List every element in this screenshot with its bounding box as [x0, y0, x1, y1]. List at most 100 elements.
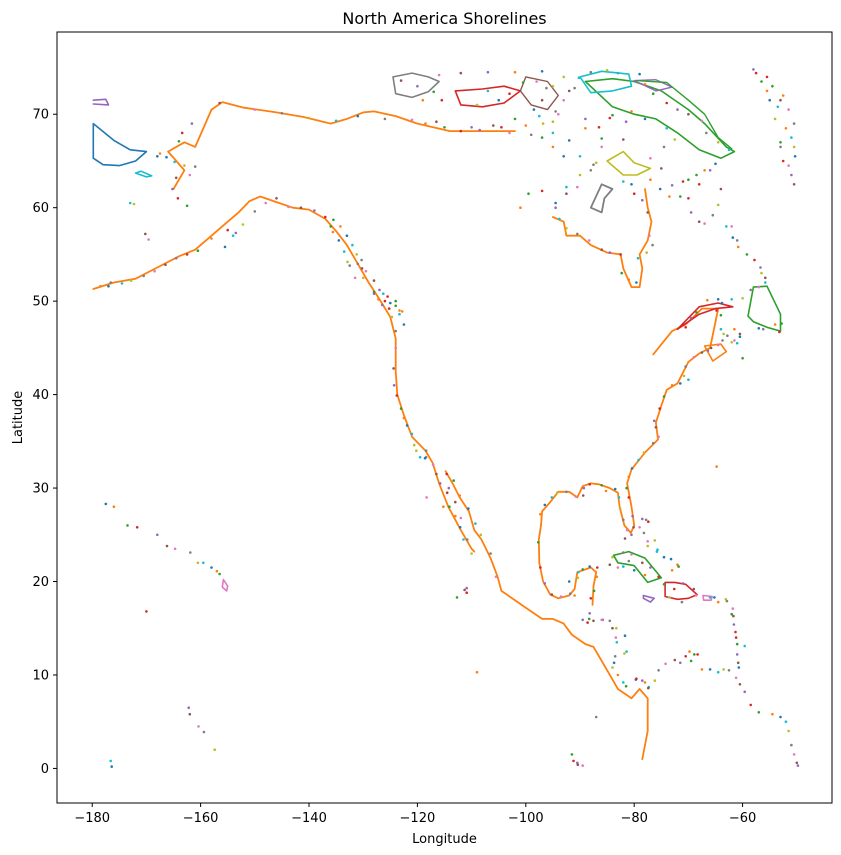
- island-point: [630, 533, 633, 537]
- island-point: [655, 550, 659, 553]
- island-point: [625, 486, 628, 490]
- island-point: [562, 98, 565, 102]
- island-point: [437, 73, 441, 77]
- island-point: [142, 274, 145, 278]
- island-point: [761, 327, 765, 331]
- island-point: [643, 573, 647, 577]
- island-point: [383, 299, 387, 303]
- island-point: [99, 284, 102, 288]
- island-point: [645, 251, 648, 254]
- island-point: [597, 126, 601, 129]
- island-point: [735, 642, 739, 646]
- island-point: [687, 178, 690, 181]
- island-point: [608, 116, 612, 120]
- island-point: [445, 491, 449, 495]
- island-point: [129, 279, 133, 282]
- island-point: [448, 505, 451, 509]
- island-point: [796, 764, 800, 767]
- island-point: [660, 167, 663, 170]
- island-point: [538, 114, 541, 118]
- shoreline-series-15: [636, 79, 733, 150]
- island-point: [596, 566, 599, 569]
- island-point: [565, 192, 568, 195]
- island-point: [627, 475, 631, 479]
- island-point: [586, 621, 589, 624]
- island-point: [682, 374, 686, 378]
- island-point: [539, 512, 542, 516]
- island-point: [445, 472, 449, 476]
- island-point: [562, 75, 565, 79]
- island-point: [380, 303, 384, 307]
- shoreline-series-18: [92, 98, 110, 106]
- island-point: [749, 288, 752, 292]
- shoreline-series-17: [134, 170, 153, 178]
- island-point: [741, 297, 744, 300]
- island-point: [280, 112, 284, 115]
- island-point: [733, 327, 736, 331]
- island-point: [638, 526, 641, 529]
- island-point: [779, 98, 782, 102]
- island-point: [611, 555, 614, 559]
- island-point: [694, 594, 698, 597]
- island-point: [424, 122, 427, 125]
- island-point: [551, 145, 555, 149]
- island-point: [592, 619, 595, 623]
- island-point: [670, 384, 674, 387]
- island-point: [188, 712, 192, 716]
- shoreline-series-26: [702, 594, 713, 601]
- shoreline-series-16: [92, 122, 148, 167]
- island-point: [624, 684, 628, 688]
- island-point: [577, 76, 581, 80]
- island-point: [202, 561, 205, 565]
- island-point: [508, 131, 511, 135]
- island-point: [174, 256, 178, 260]
- island-point: [454, 500, 457, 504]
- island-point: [535, 80, 538, 83]
- island-point: [706, 349, 710, 353]
- island-point: [625, 650, 628, 653]
- island-point: [771, 84, 774, 88]
- island-point: [423, 456, 427, 460]
- island-point: [164, 263, 167, 267]
- island-point: [398, 309, 401, 312]
- island-point: [647, 520, 650, 523]
- island-point: [695, 173, 698, 177]
- island-point: [171, 187, 174, 191]
- island-point: [726, 334, 729, 338]
- island-point: [604, 489, 608, 493]
- island-point: [757, 285, 761, 289]
- island-point: [387, 307, 391, 310]
- island-point: [589, 70, 593, 74]
- island-point: [218, 101, 221, 105]
- island-point: [708, 668, 712, 671]
- island-point: [392, 367, 395, 370]
- island-point: [588, 483, 591, 486]
- island-point: [681, 582, 685, 585]
- island-point: [753, 258, 756, 262]
- plot-area: [92, 68, 800, 768]
- y-axis: 0 10 20 30 40 50 60 70: [32, 108, 57, 777]
- island-point: [700, 668, 704, 671]
- island-point: [613, 487, 617, 491]
- island-point: [382, 292, 385, 296]
- island-point: [679, 195, 682, 198]
- island-point: [550, 496, 554, 499]
- island-point: [570, 753, 574, 756]
- island-point: [720, 301, 724, 305]
- y-tick-label: 10: [32, 668, 49, 683]
- island-point: [402, 416, 406, 420]
- shoreline-series-21: [747, 285, 782, 332]
- island-point: [734, 630, 737, 634]
- island-point: [615, 641, 619, 644]
- shoreline-series-0: [167, 101, 516, 190]
- island-point: [684, 326, 687, 329]
- island-point: [529, 133, 533, 137]
- island-point: [649, 178, 652, 181]
- island-point: [738, 335, 742, 339]
- island-point: [618, 507, 622, 510]
- island-point: [339, 225, 342, 228]
- island-point: [513, 70, 517, 74]
- island-point: [524, 124, 528, 127]
- island-point: [567, 139, 571, 142]
- island-point: [684, 655, 687, 658]
